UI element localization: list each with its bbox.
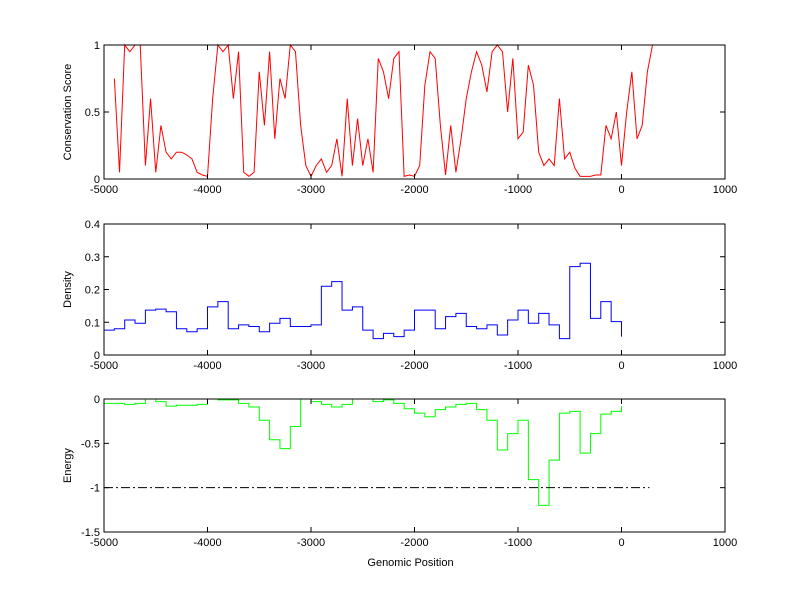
x-tick-label: -3000 xyxy=(297,360,325,372)
x-tick-label: -5000 xyxy=(90,184,118,196)
x-tick-label: 1000 xyxy=(713,184,737,196)
x-tick-label: -2000 xyxy=(400,184,428,196)
y-tick-label: 0 xyxy=(94,350,100,362)
x-tick-label: 0 xyxy=(618,360,624,372)
y-axis-label: Density xyxy=(62,271,74,308)
axes-box xyxy=(103,223,726,356)
x-tick-label: 0 xyxy=(618,537,624,549)
x-tick-label: -4000 xyxy=(193,184,221,196)
y-tick-label: -0.5 xyxy=(81,438,100,450)
axes-box xyxy=(103,44,726,180)
y-tick-label: -1 xyxy=(90,483,100,495)
y-tick-label: 0.1 xyxy=(85,317,100,329)
data-series-line xyxy=(113,43,654,178)
x-tick-label: -4000 xyxy=(193,537,221,549)
x-tick-label: 0 xyxy=(618,184,624,196)
data-series-line xyxy=(104,398,622,506)
conservation-axes: -5000 -4000 -3000 -2000 -1000 0 1000 0 0.5 1 Conse… xyxy=(62,40,737,196)
y-tick-label: 0.2 xyxy=(85,285,100,297)
axes-box xyxy=(103,398,726,533)
y-axis-label: Energy xyxy=(62,448,74,483)
y-tick-label: 0.4 xyxy=(85,219,100,231)
x-axis-label: Genomic Position xyxy=(367,557,453,569)
x-tick-label: -3000 xyxy=(297,184,325,196)
x-tick-label: -1000 xyxy=(504,360,532,372)
x-tick-label: -2000 xyxy=(400,360,428,372)
energy-axes: -5000 -4000 -3000 -2000 -1000 0 1000 0 -0.5 -1 -1.… xyxy=(62,394,737,569)
x-tick-label: 1000 xyxy=(713,360,737,372)
x-tick-label: 1000 xyxy=(713,537,737,549)
x-tick-label: -1000 xyxy=(504,184,532,196)
x-tick-label: -4000 xyxy=(193,360,221,372)
x-tick-label: -5000 xyxy=(90,537,118,549)
y-tick-label: 0 xyxy=(94,174,100,186)
density-axes: -5000 -4000 -3000 -2000 -1000 0 1000 0 0.1 0.2 0.3… xyxy=(62,219,737,372)
y-axis-label: Conservation Score xyxy=(62,64,74,161)
x-tick-label: -5000 xyxy=(90,360,118,372)
x-tick-label: -2000 xyxy=(400,537,428,549)
y-tick-label: 1 xyxy=(94,40,100,52)
y-tick-label: 0.5 xyxy=(85,107,100,119)
data-series-line xyxy=(104,262,622,340)
x-tick-label: -1000 xyxy=(504,537,532,549)
x-tick-label: -3000 xyxy=(297,537,325,549)
y-tick-label: 0 xyxy=(94,394,100,406)
y-tick-label: 0.3 xyxy=(85,252,100,264)
y-tick-label: -1.5 xyxy=(81,527,100,539)
